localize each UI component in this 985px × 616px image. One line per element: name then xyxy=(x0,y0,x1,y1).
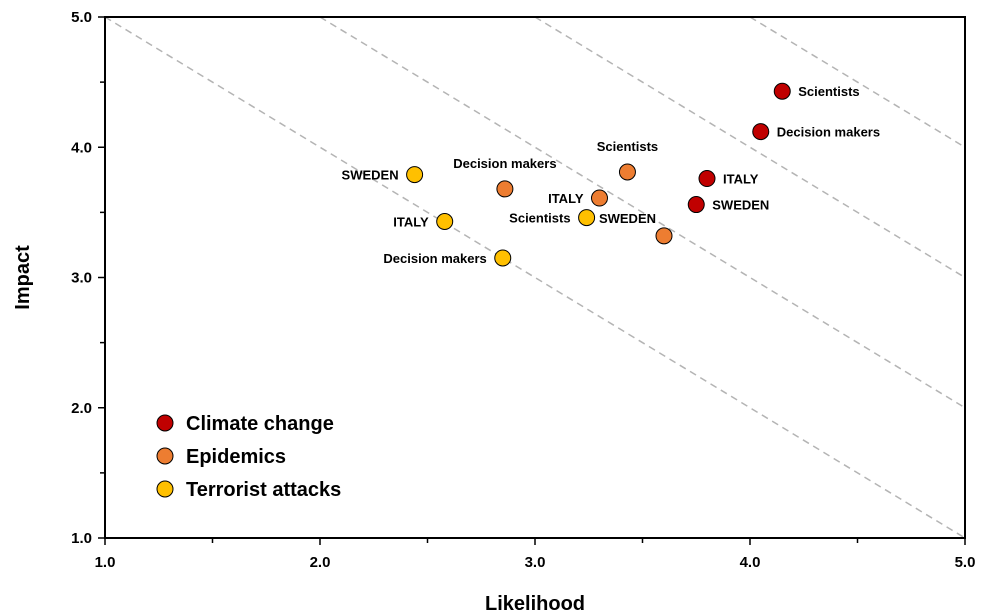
x-axis-label: Likelihood xyxy=(485,593,585,615)
point-label: Decision makers xyxy=(777,125,880,140)
legend: Climate change Epidemics Terrorist attacks xyxy=(156,413,341,501)
legend-marker xyxy=(156,414,174,432)
y-tick-label: 5.0 xyxy=(71,9,92,26)
legend-marker xyxy=(156,447,174,465)
point-label: ITALY xyxy=(723,172,759,187)
legend-label: Climate change xyxy=(186,413,334,435)
data-point xyxy=(406,166,424,184)
data-point xyxy=(655,227,673,245)
point-label: ITALY xyxy=(393,214,429,229)
point-label: SWEDEN xyxy=(342,168,399,183)
point-labels: Scientists Decision makers ITALY SWEDEN Scie… xyxy=(342,84,881,266)
point-label: SWEDEN xyxy=(599,211,656,226)
point-label: Scientists xyxy=(798,84,859,99)
data-point xyxy=(698,170,716,188)
data-point xyxy=(618,163,636,181)
y-tick-label: 3.0 xyxy=(71,270,92,287)
x-tick-label: 2.0 xyxy=(310,554,331,571)
iso-lines xyxy=(104,16,966,539)
data-point xyxy=(773,82,791,100)
axis-ticks xyxy=(98,16,966,545)
legend-marker xyxy=(156,480,174,498)
data-point xyxy=(436,212,454,230)
legend-label: Terrorist attacks xyxy=(186,479,341,501)
tick-labels: 1.0 2.0 3.0 4.0 5.0 1.0 2.0 3.0 4.0 5.0 xyxy=(71,9,975,571)
iso-line-4 xyxy=(749,16,966,148)
x-tick-label: 3.0 xyxy=(525,554,546,571)
data-point xyxy=(494,249,512,267)
point-label: Decision makers xyxy=(383,251,486,266)
data-points xyxy=(406,82,791,267)
data-point xyxy=(496,180,514,198)
y-axis-label: Impact xyxy=(12,245,34,310)
point-label: ITALY xyxy=(548,191,584,206)
data-point xyxy=(578,209,596,227)
y-tick-label: 2.0 xyxy=(71,400,92,417)
data-point xyxy=(752,123,770,141)
iso-line-2 xyxy=(319,16,966,409)
point-label: Scientists xyxy=(509,211,570,226)
x-tick-label: 5.0 xyxy=(955,554,976,571)
point-label: Decision makers xyxy=(453,156,556,171)
x-tick-label: 4.0 xyxy=(740,554,761,571)
data-point xyxy=(591,189,608,207)
y-tick-label: 1.0 xyxy=(71,530,92,547)
x-tick-label: 1.0 xyxy=(95,554,116,571)
data-point xyxy=(687,196,705,214)
point-label: SWEDEN xyxy=(712,198,769,213)
legend-label: Epidemics xyxy=(186,446,286,468)
point-label: Scientists xyxy=(597,139,658,154)
y-tick-label: 4.0 xyxy=(71,139,92,156)
